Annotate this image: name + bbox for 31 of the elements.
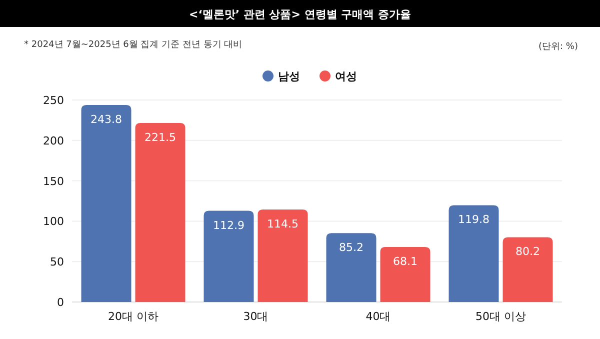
bar xyxy=(380,246,430,302)
y-tick-label: 0 xyxy=(57,296,64,309)
bar xyxy=(81,105,132,302)
legend-label: 여성 xyxy=(335,70,357,83)
x-tick-label: 40대 xyxy=(366,310,391,323)
data-label: 80.2 xyxy=(516,245,540,258)
text: (단위: %) xyxy=(538,42,578,52)
y-tick-label: 50 xyxy=(50,256,64,269)
y-tick-label: 150 xyxy=(43,174,64,188)
bar xyxy=(326,233,376,302)
data-label: 114.5 xyxy=(267,217,298,230)
x-tick-label: 50대 이상 xyxy=(476,310,526,323)
legend-label: 남성 xyxy=(278,70,300,83)
data-label: 221.5 xyxy=(144,131,176,144)
data-label: 68.1 xyxy=(393,254,418,268)
data-label: 112.9 xyxy=(213,218,244,232)
text: * 2024년 7월~2025년 6월 집계 기준 전년 동기 대비 xyxy=(24,40,242,50)
data-label: 243.8 xyxy=(90,113,122,126)
bar xyxy=(448,205,499,302)
bar xyxy=(204,210,254,302)
bar xyxy=(135,123,186,302)
bar xyxy=(502,237,553,302)
y-tick-label: 100 xyxy=(43,215,64,228)
chart-title: <‘멜론맛’ 관련 상품> 연령별 구매액 증가율 xyxy=(189,8,411,21)
data-label: 119.8 xyxy=(458,213,490,226)
x-tick-label: 30대 xyxy=(243,310,268,323)
y-tick-label: 200 xyxy=(43,134,64,148)
x-tick-label: 20대 이하 xyxy=(108,310,158,323)
y-tick-label: 250 xyxy=(43,94,64,107)
data-label: 85.2 xyxy=(339,241,364,254)
bar xyxy=(258,209,308,302)
